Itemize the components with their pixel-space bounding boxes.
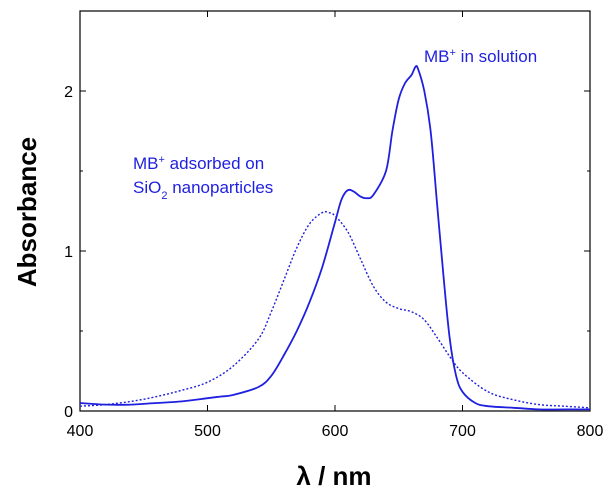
annotation-mb-solution-rest: in solution bbox=[456, 47, 537, 66]
y-tick-label: 2 bbox=[64, 84, 73, 101]
series-line-solution bbox=[79, 64, 590, 411]
annotation-mb-solution: MB+ in solution bbox=[424, 47, 537, 66]
x-tick-label: 500 bbox=[194, 423, 221, 440]
annotation-mb-adsorbed-main: MB bbox=[133, 154, 159, 173]
axis-ticks: 400 500 600 700 800 0 1 2 bbox=[64, 10, 604, 440]
annotation-mb-solution-sup: + bbox=[450, 47, 456, 59]
y-tick-label: 1 bbox=[64, 244, 73, 261]
annotation-sio2-rest: nanoparticles bbox=[167, 178, 273, 197]
x-tick-label: 800 bbox=[577, 423, 604, 440]
x-axis-label: λ / nm bbox=[296, 461, 371, 491]
x-tick-label: 600 bbox=[322, 423, 349, 440]
annotation-mb-adsorbed: MB+ adsorbed on bbox=[133, 154, 264, 173]
annotation-mb-solution-main: MB bbox=[424, 47, 450, 66]
y-axis-label: Absorbance bbox=[12, 137, 42, 287]
x-tick-label: 400 bbox=[67, 423, 94, 440]
x-tick-label: 700 bbox=[449, 423, 476, 440]
annotation-mb-adsorbed-sup: + bbox=[159, 154, 165, 166]
annotation-sio2-sub: 2 bbox=[161, 190, 167, 202]
series-layer bbox=[79, 64, 591, 411]
annotation-sio2-main: SiO bbox=[133, 178, 161, 197]
plot-frame bbox=[79, 10, 591, 412]
annotation-sio2-nanoparticles: SiO2 nanoparticles bbox=[133, 178, 273, 202]
annotation-mb-adsorbed-rest: adsorbed on bbox=[165, 154, 264, 173]
y-tick-label: 0 bbox=[64, 404, 73, 421]
series-line-adsorbed bbox=[79, 210, 591, 409]
